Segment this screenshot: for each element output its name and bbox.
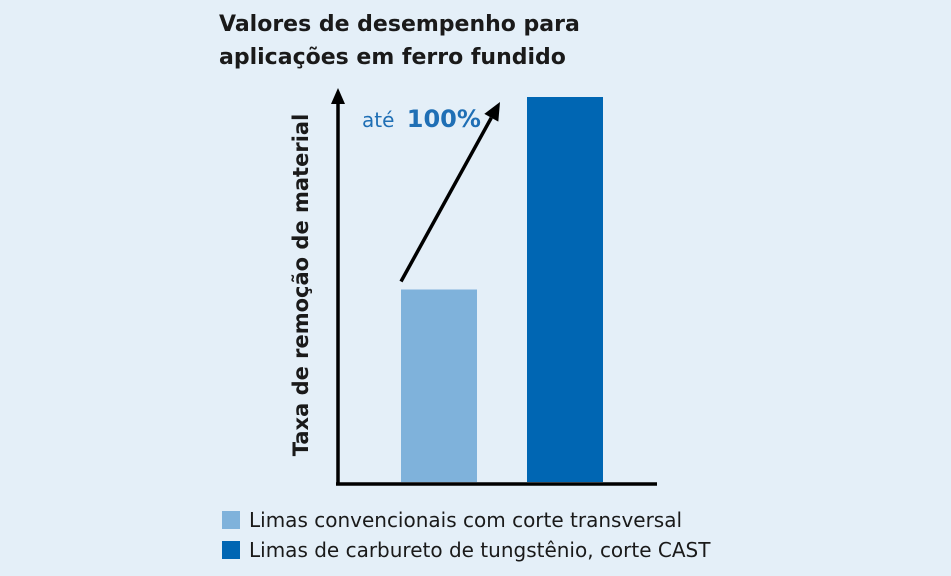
annotation-prefix: até — [362, 108, 394, 132]
y-axis-label: Taxa de remoção de material — [289, 114, 313, 457]
growth-arrow — [399, 116, 493, 283]
y-axis-arrowhead — [331, 88, 345, 104]
legend-label-conventional: Limas convencionais com corte transversa… — [249, 508, 683, 532]
bar-tungsten-carbide-files — [527, 97, 603, 482]
chart-title-line-2: aplicações em ferro fundido — [219, 45, 566, 70]
annotation-value: 100% — [407, 105, 481, 133]
chart-title: Valores de desempenho para aplicações em… — [219, 8, 580, 74]
legend-item-tungsten: Limas de carbureto de tungstênio, corte … — [222, 535, 710, 565]
legend: Limas convencionais com corte transversa… — [222, 505, 710, 565]
chart-title-line-1: Valores de desempenho para — [219, 12, 580, 37]
legend-item-conventional: Limas convencionais com corte transversa… — [222, 505, 710, 535]
legend-swatch-conventional — [222, 511, 240, 529]
legend-label-tungsten: Limas de carbureto de tungstênio, corte … — [249, 538, 711, 562]
bar-conventional-files — [401, 289, 477, 482]
legend-swatch-tungsten — [222, 541, 240, 559]
growth-arrowhead — [484, 102, 500, 122]
annotation-label: até 100% — [362, 105, 481, 133]
